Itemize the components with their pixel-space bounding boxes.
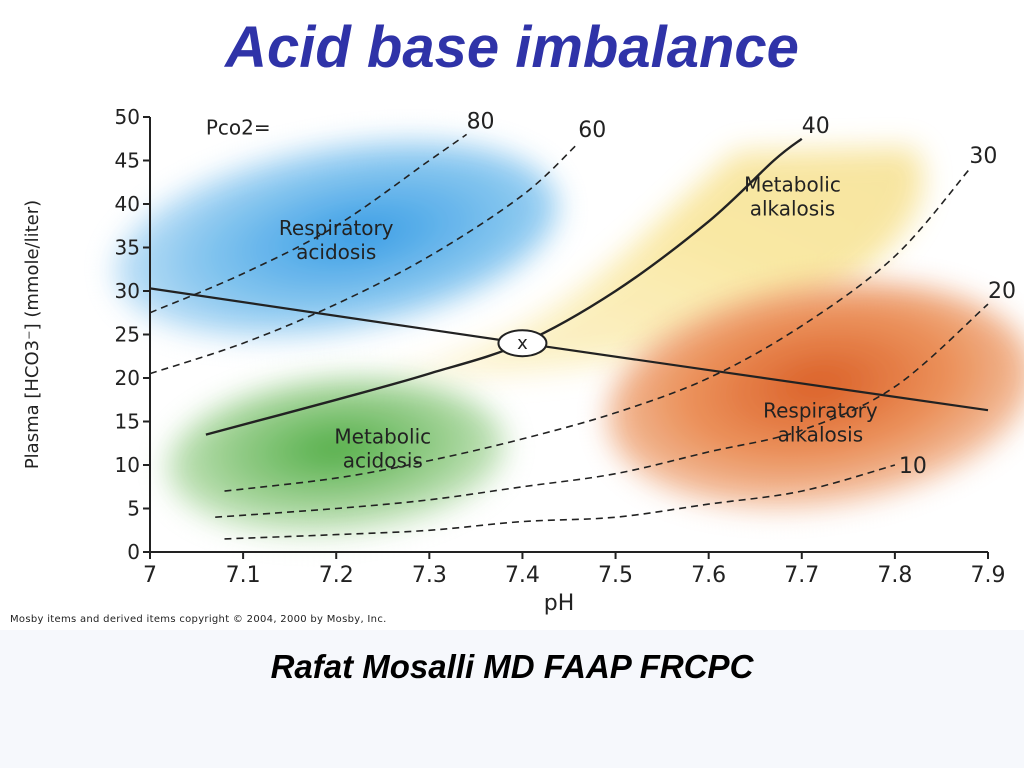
x-tick-label: 7.7: [784, 563, 819, 588]
x-tick-label: 7.5: [598, 563, 633, 588]
isobar-line-40: [205, 137, 803, 436]
isobar-label-20: 20: [988, 279, 1016, 304]
y-tick-label: 20: [115, 366, 140, 390]
region-label-respiratory-acidosis-line1: Respiratory: [279, 216, 394, 240]
region-label-metabolic-acidosis-line1: Metabolic: [334, 425, 431, 449]
y-tick-label: 25: [115, 323, 140, 347]
y-tick-label: 35: [115, 236, 140, 260]
y-tick-label: 10: [115, 453, 140, 477]
y-tick-label: 15: [115, 410, 140, 434]
y-axis-label: Plasma [HCO3⁻] (mmole/liter): [22, 200, 43, 469]
author-credit: Rafat Mosalli MD FAAP FRCPC: [270, 648, 754, 685]
x-tick-label: 7.6: [691, 563, 726, 588]
x-axis-label: pH: [544, 591, 575, 616]
region-label-metabolic-alkalosis-line2: alkalosis: [750, 196, 836, 220]
isobar-label-40: 40: [802, 114, 830, 139]
figure-panel: 7 7.1 7.2 7.3 7.4 7.5 7.6 7.7 7.8 7.9 0 5 10 15 20 25 30…: [0, 100, 1024, 630]
x-tick-label: 7.4: [505, 563, 540, 588]
y-tick-label: 45: [115, 149, 140, 173]
region-label-respiratory-acidosis-line2: acidosis: [296, 240, 376, 264]
region-respiratory-alkalosis: [606, 282, 1024, 509]
normal-point-marker: [497, 329, 548, 358]
y-tick-label: 5: [127, 497, 140, 521]
region-respiratory-acidosis: [114, 140, 559, 338]
copyright-notice: Mosby items and derived items copyright …: [10, 614, 387, 625]
isobar-line-60: [149, 142, 579, 375]
x-tick-label: 7.2: [319, 563, 354, 588]
region-label-metabolic-alkalosis-line1: Metabolic: [744, 172, 841, 196]
region-label-respiratory-alkalosis-line2: alkalosis: [778, 423, 864, 447]
region-label-metabolic-acidosis-line2: acidosis: [343, 449, 423, 473]
acid-base-chart: 7 7.1 7.2 7.3 7.4 7.5 7.6 7.7 7.8 7.9 0 5 10 15 20 25 30…: [22, 105, 1024, 616]
y-tick-label: 0: [127, 540, 140, 564]
x-tick-label: 7.8: [877, 563, 912, 588]
pco2-label: Pco2=: [206, 115, 271, 139]
isobar-label-30: 30: [969, 144, 997, 169]
isobar-label-60: 60: [578, 118, 606, 143]
y-tick-label: 50: [115, 105, 140, 129]
normal-point-label: x: [517, 333, 528, 354]
isobar-line-10: [224, 464, 896, 540]
x-tick-label: 7.3: [412, 563, 447, 588]
region-metabolic-alkalosis: [373, 147, 924, 378]
region-metabolic-acidosis: [166, 377, 506, 536]
isobar-label-10: 10: [899, 454, 927, 479]
y-tick-label: 30: [115, 279, 140, 303]
region-label-respiratory-alkalosis-line1: Respiratory: [763, 399, 878, 423]
isobar-label-80: 80: [467, 109, 495, 134]
x-tick-label: 7.9: [971, 563, 1006, 588]
isobar-line-30: [224, 168, 971, 492]
slide-title: Acid base imbalance: [225, 15, 799, 80]
isobar-line-80: [149, 133, 468, 314]
y-tick-label: 40: [115, 192, 140, 216]
x-tick-label: 7: [143, 563, 157, 588]
footer-band: [0, 630, 1024, 768]
x-tick-label: 7.1: [226, 563, 261, 588]
